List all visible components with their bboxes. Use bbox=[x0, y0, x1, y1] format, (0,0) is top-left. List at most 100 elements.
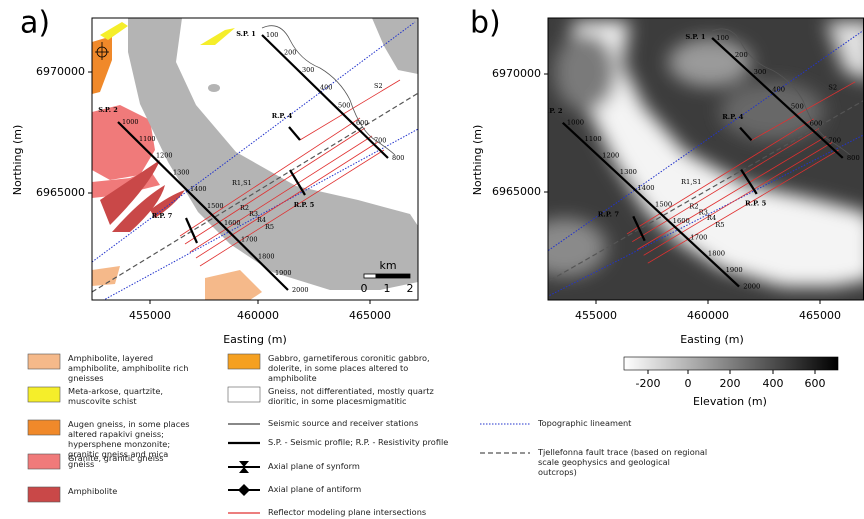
scale-tick-label: 0 bbox=[361, 282, 368, 295]
station-label: 1600 bbox=[673, 217, 690, 225]
seismic-profile-label: S.P. 1 bbox=[685, 33, 705, 41]
station-label: 1600 bbox=[224, 219, 241, 227]
station-label: 800 bbox=[847, 154, 860, 162]
reflector-label: S2 bbox=[374, 82, 383, 90]
legend-swatch bbox=[28, 420, 60, 435]
station-label: 1500 bbox=[207, 202, 224, 210]
x-tick-label: 455000 bbox=[575, 309, 617, 322]
station-label: 1800 bbox=[258, 252, 275, 260]
station-label: 2000 bbox=[292, 286, 309, 294]
reflector-label: R2 bbox=[689, 203, 698, 211]
x-tick-label: 465000 bbox=[349, 309, 391, 322]
scale-tick-label: 2 bbox=[407, 282, 414, 295]
scale-bar bbox=[387, 274, 410, 278]
station-label: 1300 bbox=[173, 168, 190, 176]
y-tick-label: 6970000 bbox=[492, 67, 541, 80]
station-label: 1000 bbox=[567, 119, 584, 127]
colorbar-tick-label: -200 bbox=[636, 377, 661, 390]
colorbar bbox=[624, 357, 838, 370]
legend-label: Meta-arkose, quartzite, muscovite schist bbox=[68, 386, 183, 406]
station-label: 1300 bbox=[620, 168, 637, 176]
station-label: 300 bbox=[754, 68, 767, 76]
station-label: 800 bbox=[392, 154, 404, 162]
legend-label: Axial plane of antiform bbox=[268, 484, 468, 494]
y-axis-title: Northing (m) bbox=[471, 125, 484, 196]
legend-label: Granite, granitic gneiss bbox=[68, 453, 208, 463]
station-label: 100 bbox=[266, 31, 278, 39]
reflector-label: R2 bbox=[240, 204, 249, 212]
seismic-profile-label: S.P. 2 bbox=[98, 106, 118, 114]
legend-symbol bbox=[238, 484, 250, 496]
seismic-profile-label: S.P. 1 bbox=[236, 30, 256, 38]
legend-swatch bbox=[28, 454, 60, 469]
legend-swatch bbox=[228, 387, 260, 402]
legend-label: Seismic source and receiver stations bbox=[268, 418, 468, 428]
station-label: 1900 bbox=[726, 266, 743, 274]
panel-label: b) bbox=[470, 6, 501, 41]
x-tick-label: 460000 bbox=[237, 309, 279, 322]
legend-label: Reflector modeling plane intersections bbox=[268, 507, 468, 517]
y-axis-title: Northing (m) bbox=[11, 125, 24, 196]
resistivity-profile-label: R.P. 4 bbox=[272, 112, 293, 120]
resistivity-profile-label: R.P. 5 bbox=[745, 200, 767, 208]
legend-swatch bbox=[28, 354, 60, 369]
scale-unit: km bbox=[379, 259, 396, 272]
x-tick-label: 460000 bbox=[687, 309, 729, 322]
station-label: 700 bbox=[374, 136, 386, 144]
reflector-label: R5 bbox=[265, 223, 274, 231]
station-label: 1200 bbox=[602, 152, 619, 160]
legend-label: Axial plane of synform bbox=[268, 461, 468, 471]
y-tick-label: 6965000 bbox=[492, 185, 541, 198]
station-label: 500 bbox=[338, 101, 350, 109]
reflector-label: S2 bbox=[828, 84, 837, 92]
x-tick-label: 465000 bbox=[799, 309, 841, 322]
resistivity-profile-label: R.P. 4 bbox=[722, 113, 744, 121]
colorbar-tick-label: 400 bbox=[763, 377, 784, 390]
station-label: 400 bbox=[320, 84, 332, 92]
legend-label: Gabbro, garnetiferous coronitic gabbro, … bbox=[268, 353, 438, 383]
reflector-label: R1,S1 bbox=[681, 178, 701, 186]
station-label: 600 bbox=[810, 120, 823, 128]
colorbar-tick-label: 200 bbox=[720, 377, 741, 390]
legend-label: Amphibolite, layered amphibolite, amphib… bbox=[68, 353, 193, 383]
colorbar-tick-label: 0 bbox=[685, 377, 692, 390]
colorbar-tick-label: 600 bbox=[805, 377, 826, 390]
reflector-label: R1,S1 bbox=[232, 179, 252, 187]
legend-swatch bbox=[228, 354, 260, 369]
station-label: 200 bbox=[735, 51, 748, 59]
seismic-profile-label: S.P. 2 bbox=[542, 107, 562, 115]
station-label: 1500 bbox=[655, 201, 672, 209]
legend-label: S.P. - Seismic profile; R.P. - Resistivi… bbox=[268, 437, 468, 447]
station-label: 300 bbox=[302, 66, 314, 74]
station-label: 1700 bbox=[690, 234, 707, 242]
station-label: 2000 bbox=[743, 283, 760, 291]
elevation-map: S.P. 1 100 200 300 400 500 600 700 800 S.P. 2 1000… bbox=[523, 18, 864, 300]
station-label: 1400 bbox=[190, 185, 207, 193]
panel-label: a) bbox=[20, 6, 50, 41]
station-label: 1100 bbox=[139, 135, 156, 143]
y-tick-label: 6970000 bbox=[36, 65, 85, 78]
reflector-label: R5 bbox=[715, 221, 724, 229]
station-label: 400 bbox=[772, 85, 785, 93]
station-label: 1900 bbox=[275, 269, 292, 277]
station-label: 200 bbox=[284, 49, 296, 57]
legend-swatch bbox=[28, 387, 60, 402]
legend-label: Topographic lineament bbox=[538, 418, 708, 428]
colorbar-title: Elevation (m) bbox=[693, 395, 767, 408]
station-label: 1800 bbox=[708, 250, 725, 258]
resistivity-profile-label: R.P. 7 bbox=[598, 211, 619, 219]
scale-tick-label: 1 bbox=[384, 282, 391, 295]
station-label: 1000 bbox=[122, 118, 139, 126]
legend-label: Amphibolite bbox=[68, 486, 208, 496]
resistivity-profile-label: R.P. 7 bbox=[152, 212, 173, 220]
x-axis-title: Easting (m) bbox=[223, 333, 287, 346]
station-label: 500 bbox=[791, 103, 804, 111]
y-tick-label: 6965000 bbox=[36, 186, 85, 199]
lake bbox=[208, 84, 220, 92]
legend-label: Tjellefonna fault trace (based on region… bbox=[538, 447, 708, 477]
x-axis-title: Easting (m) bbox=[680, 333, 744, 346]
station-label: 700 bbox=[828, 137, 841, 145]
station-label: 100 bbox=[716, 34, 729, 42]
station-label: 1200 bbox=[156, 152, 173, 160]
